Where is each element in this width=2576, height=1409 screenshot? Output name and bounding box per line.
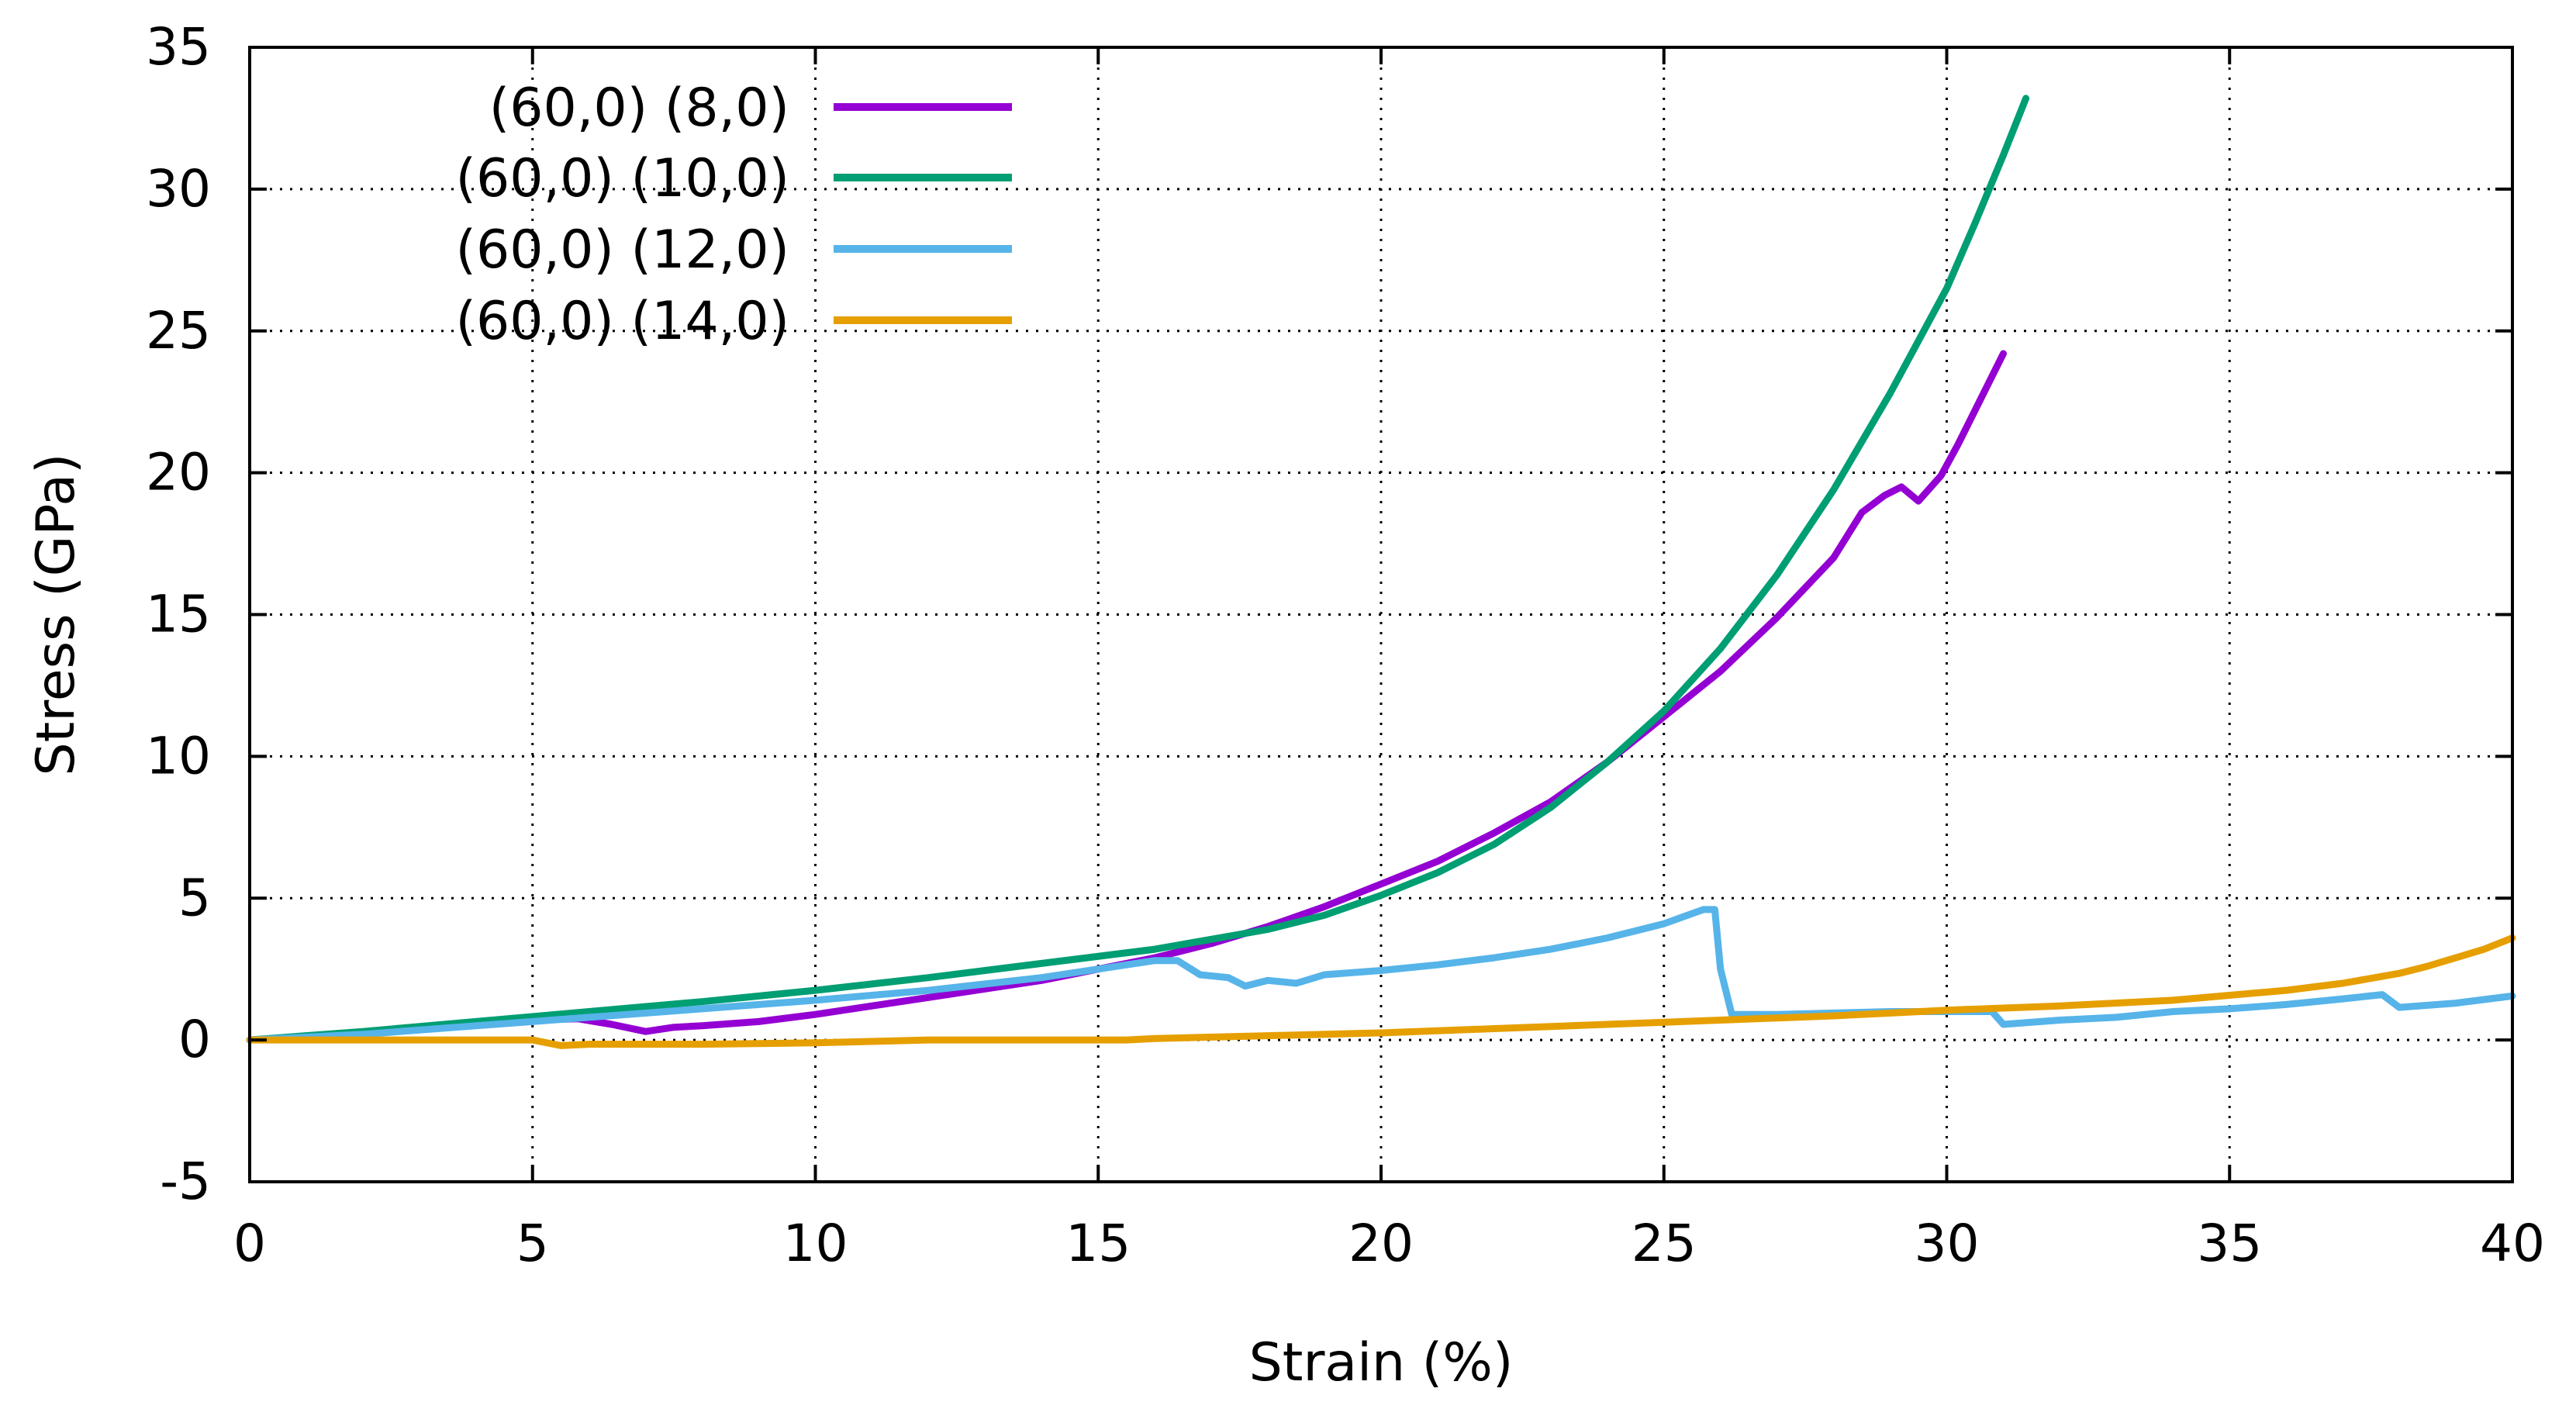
series-line-1	[246, 350, 2007, 1044]
series-layer	[246, 95, 2516, 1049]
ticks: 0 5 10 15 20 25 30 35 40 -5 0 5 10 15 20 25 30 35	[146, 17, 2545, 1273]
series-line-3	[246, 906, 2516, 1044]
x-tick-label: 0	[233, 1214, 266, 1273]
legend-label: (60,0) (12,0)	[455, 219, 789, 281]
x-tick-label: 10	[783, 1214, 848, 1273]
y-tick-label: -5	[160, 1152, 211, 1211]
x-tick-label: 40	[2480, 1214, 2545, 1273]
legend-label: (60,0) (14,0)	[455, 291, 789, 352]
y-tick-label: 20	[146, 443, 211, 502]
legend-label: (60,0) (10,0)	[455, 148, 789, 209]
series-line-4	[246, 934, 2516, 1049]
legend: (60,0) (8,0) (60,0) (10,0) (60,0) (12,0) (6…	[455, 78, 1012, 352]
y-tick-label: 0	[178, 1010, 211, 1069]
y-tick-label: 30	[146, 159, 211, 219]
y-tick-label: 35	[146, 17, 211, 77]
x-tick-label: 5	[516, 1214, 549, 1273]
y-tick-label: 25	[146, 301, 211, 361]
y-axis-title: Stress (GPa)	[26, 454, 87, 776]
y-tick-label: 15	[146, 585, 211, 644]
y-tick-label: 5	[178, 868, 211, 927]
legend-label: (60,0) (8,0)	[489, 78, 789, 139]
x-tick-label: 35	[2197, 1214, 2262, 1273]
x-tick-label: 25	[1632, 1214, 1697, 1273]
x-tick-label: 15	[1065, 1214, 1131, 1273]
series-line-2	[246, 95, 2030, 1044]
x-tick-label: 30	[1915, 1214, 1980, 1273]
y-tick-label: 10	[146, 726, 211, 786]
x-axis-title: Strain (%)	[1249, 1332, 1514, 1393]
x-tick-label: 20	[1348, 1214, 1414, 1273]
